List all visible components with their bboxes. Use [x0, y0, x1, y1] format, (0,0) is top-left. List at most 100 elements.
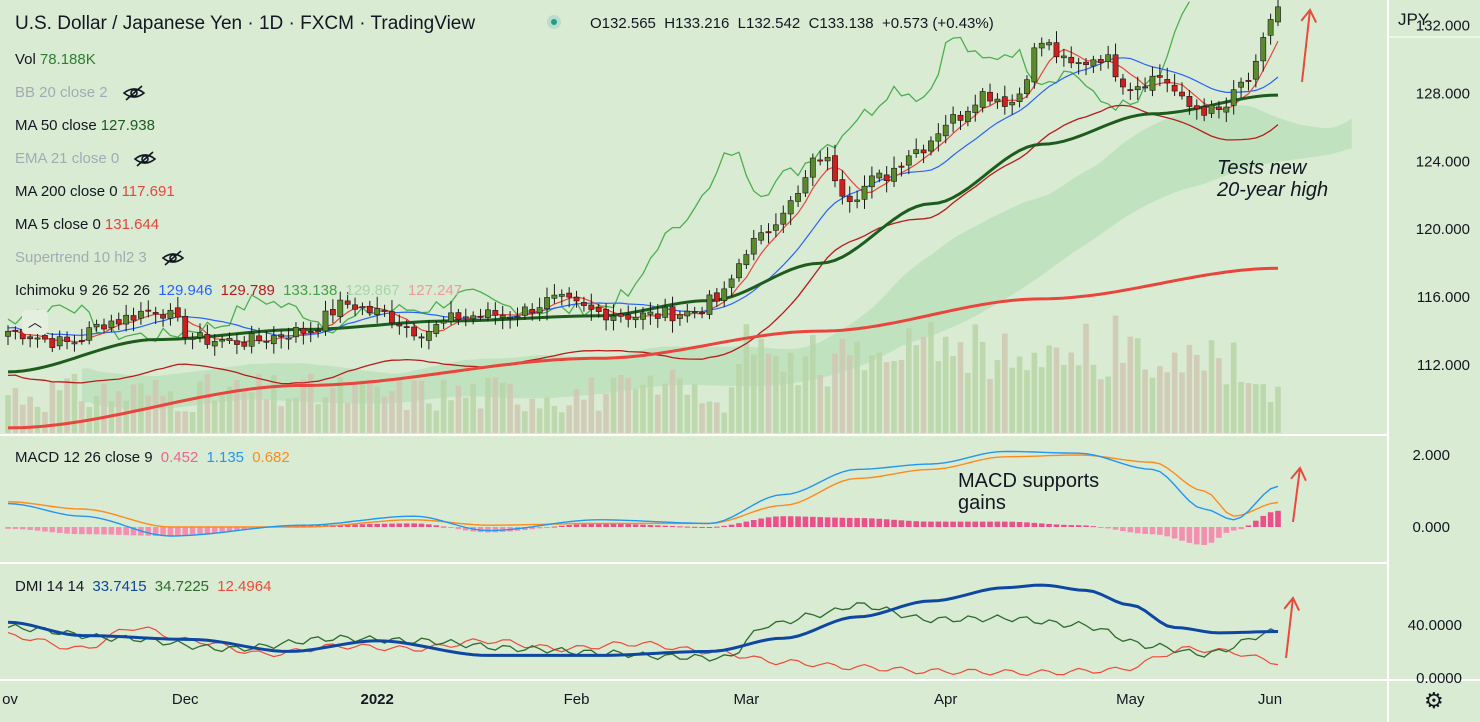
candle-body: [477, 315, 484, 318]
candle-body: [640, 312, 646, 320]
macd-histogram-bar: [79, 527, 85, 535]
volume-bar: [1201, 370, 1207, 433]
volume-bar: [241, 392, 248, 433]
volume-bar: [581, 399, 587, 433]
legend-dmi[interactable]: DMI 14 14 33.7415 34.7225 12.4964: [15, 578, 275, 596]
candle-body: [824, 156, 831, 162]
candle-body: [529, 309, 536, 314]
macd-histogram-bar: [1134, 527, 1141, 534]
low-value: L132.542: [737, 15, 801, 32]
macd-histogram-bar: [115, 527, 122, 535]
legend-ma5-label: MA 5 close 0: [15, 216, 101, 233]
legend-bb[interactable]: BB 20 close 2: [15, 84, 146, 102]
volume-bar: [374, 386, 380, 433]
volume-bar: [913, 345, 919, 433]
candle-body: [839, 179, 846, 197]
currency-label[interactable]: JPY: [1398, 10, 1430, 29]
candle-body: [728, 278, 735, 288]
volume-bar: [750, 354, 757, 433]
volume-bar: [1223, 384, 1230, 433]
candle-body: [396, 323, 403, 327]
macd-histogram-bar: [1230, 527, 1237, 531]
candle-body: [1038, 42, 1045, 49]
macd-histogram-bar: [167, 527, 174, 536]
macd-histogram-bar: [12, 527, 19, 529]
macd-histogram-bar: [913, 521, 919, 527]
legend-supertrend[interactable]: Supertrend 10 hl2 3: [15, 249, 185, 267]
macd-histogram-bar: [1149, 527, 1156, 535]
macd-histogram-bar: [1024, 522, 1030, 527]
volume-bar: [1112, 315, 1119, 433]
macd-histogram-bar: [307, 525, 314, 527]
macd-histogram-bar: [426, 524, 432, 527]
macd-histogram-bar: [721, 525, 728, 527]
macd-histogram-bar: [1097, 527, 1104, 528]
price-tick-label: 132.000: [1416, 17, 1470, 34]
macd-histogram-bar: [1267, 512, 1274, 527]
volume-bar: [1053, 347, 1060, 433]
legend-ma50[interactable]: MA 50 close 127.938: [15, 117, 159, 135]
macd-histogram-bar: [677, 526, 683, 528]
macd-histogram-bar: [1142, 527, 1148, 534]
volume-bar: [411, 380, 417, 433]
candle-body: [773, 224, 779, 231]
candle-body: [758, 232, 765, 241]
volume-bar: [1097, 379, 1104, 433]
volume-bar: [1186, 344, 1193, 433]
macd-signal-line: [7, 454, 1279, 528]
volume-bar: [175, 411, 181, 433]
collapse-legend-button[interactable]: ︿: [22, 310, 48, 334]
hidden-eye-icon[interactable]: [122, 85, 146, 101]
settings-gear-icon[interactable]: ⚙: [1424, 688, 1444, 713]
candle-body: [713, 292, 720, 302]
legend-macd[interactable]: MACD 12 26 close 9 0.452 1.135 0.682: [15, 449, 294, 467]
candle-body: [49, 338, 56, 348]
candle-body: [544, 297, 550, 310]
candle-body: [270, 335, 277, 345]
close-value: C133.138: [808, 15, 874, 32]
legend-vol[interactable]: Vol 78.188K: [15, 51, 100, 69]
macd-histogram-bar: [972, 521, 979, 527]
volume-bar: [824, 386, 831, 433]
candle-body: [632, 316, 639, 321]
macd-histogram-bar: [1253, 520, 1259, 527]
candle-body: [5, 330, 11, 337]
ichimoku-cloud: [81, 105, 1352, 410]
volume-bar: [544, 397, 550, 433]
symbol-title[interactable]: U.S. Dollar / Japanese Yen · 1D · FXCM ·…: [15, 13, 476, 34]
volume-bar: [396, 377, 403, 433]
volume-bar: [551, 406, 558, 433]
legend-ma200[interactable]: MA 200 close 0 117.691: [15, 183, 179, 201]
volume-bar: [300, 379, 307, 433]
macd-histogram-bar: [56, 527, 63, 534]
legend-ema21[interactable]: EMA 21 close 0: [15, 150, 157, 168]
candle-body: [1097, 59, 1104, 63]
legend-ema21-label: EMA 21 close 0: [15, 150, 120, 167]
hidden-eye-icon[interactable]: [133, 151, 157, 167]
legend-dmi-v2: 34.7225: [154, 578, 210, 595]
legend-ma5[interactable]: MA 5 close 0 131.644: [15, 216, 163, 234]
hidden-eye-icon[interactable]: [161, 250, 185, 266]
legend-ichimoku-v2: 129.789: [220, 282, 275, 299]
macd-histogram-bar: [485, 527, 491, 533]
legend-ichimoku[interactable]: Ichimoku 9 26 52 26 129.946 129.789 133.…: [15, 282, 466, 300]
volume-bar: [906, 328, 912, 433]
macd-histogram-bar: [1038, 523, 1045, 527]
volume-bar: [647, 375, 654, 433]
macd-histogram-bar: [27, 527, 33, 530]
volume-bar: [1061, 365, 1067, 433]
macd-histogram-bar: [42, 527, 48, 532]
candle-body: [1142, 86, 1148, 89]
candle-body: [160, 314, 166, 319]
volume-bar: [935, 361, 942, 433]
volume-bar: [56, 390, 63, 433]
candle-body: [964, 110, 971, 123]
time-tick-label: Jun: [1258, 691, 1282, 708]
macd-histogram-bar: [1260, 515, 1267, 527]
macd-histogram-bar: [928, 521, 934, 527]
candle-body: [1127, 89, 1134, 92]
legend-vol-value: 78.188K: [39, 51, 96, 68]
volume-bar: [1068, 352, 1075, 433]
volume-bar: [979, 341, 986, 433]
